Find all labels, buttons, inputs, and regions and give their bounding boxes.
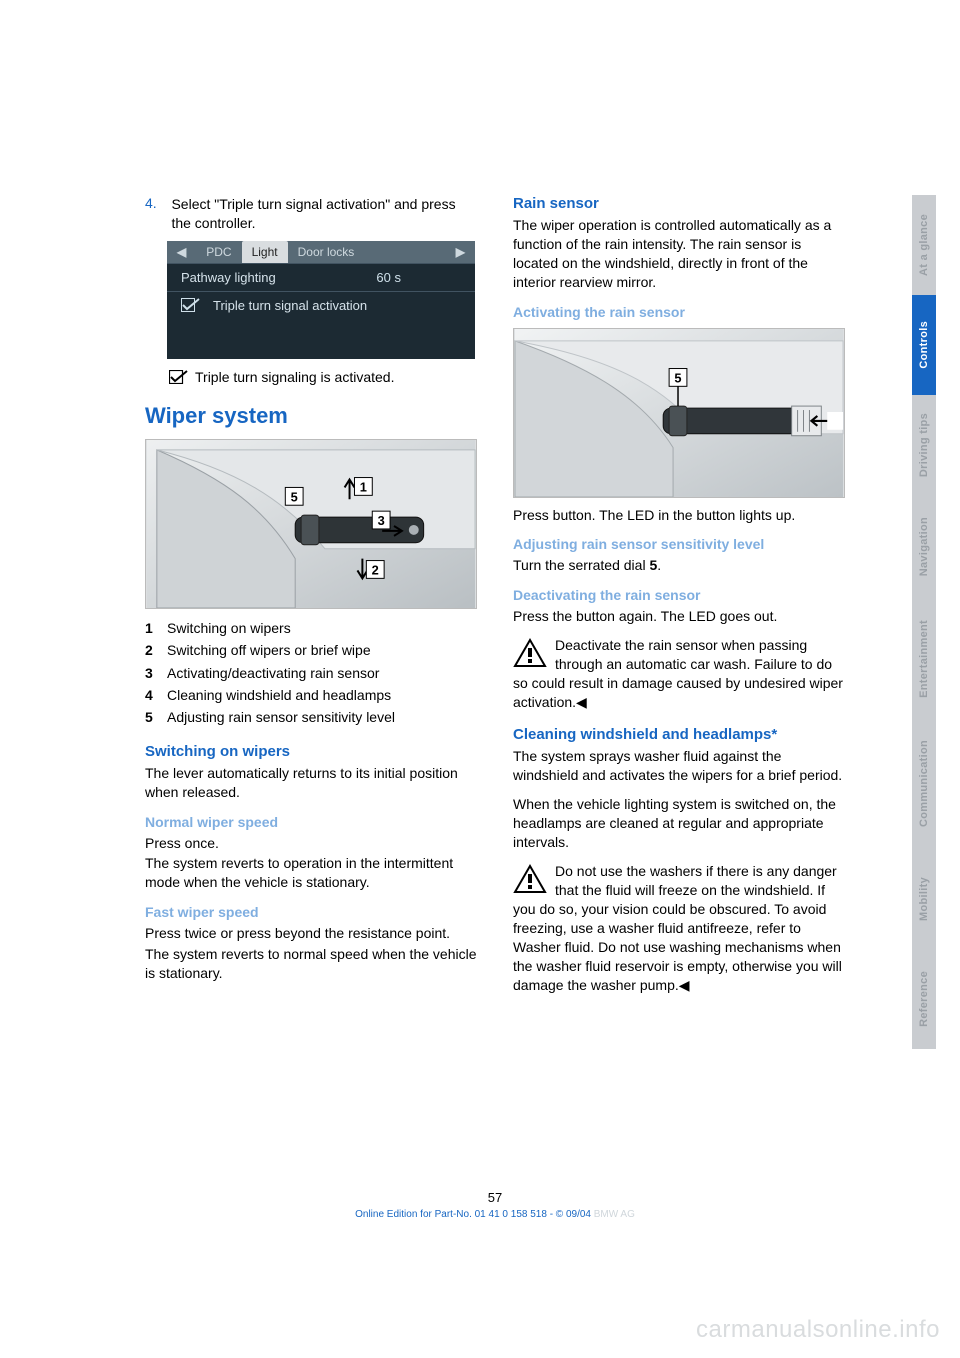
warning-1: Deactivate the rain sensor when passing …: [513, 636, 845, 712]
side-tab[interactable]: Entertainment: [912, 599, 936, 719]
legend-num-2: 2: [145, 639, 167, 661]
heading-normal-speed: Normal wiper speed: [145, 814, 477, 830]
checkbox-checked-icon: [181, 298, 201, 312]
p-press-button: Press button. The LED in the button ligh…: [513, 506, 845, 525]
tab-light: Light: [242, 241, 288, 263]
wiper-legend: 1Switching on wipers 2Switching off wipe…: [145, 617, 477, 729]
legend-num-4: 4: [145, 684, 167, 706]
tab-door-locks: Door locks: [288, 241, 365, 263]
page-content: 4. Select "Triple turn signal activation…: [145, 195, 845, 1005]
side-tab-label: Navigation: [918, 517, 930, 576]
checkbox-checked-icon: [169, 370, 189, 384]
legend-num-3: 3: [145, 662, 167, 684]
warning-2: Do not use the washers if there is any d…: [513, 862, 845, 995]
edition-text: Online Edition for Part-No. 01 41 0 158 …: [355, 1209, 594, 1220]
side-tab-label: Driving tips: [918, 413, 930, 477]
heading-deactivating: Deactivating the rain sensor: [513, 587, 845, 603]
figure-idrive-screen: ◀ PDC Light Door locks ▶ Pathway lightin…: [167, 241, 475, 359]
p-normal-2: The system reverts to operation in the i…: [145, 854, 477, 892]
warning-icon: [513, 864, 547, 894]
idrive-screen: ◀ PDC Light Door locks ▶ Pathway lightin…: [167, 241, 475, 359]
side-tab[interactable]: Navigation: [912, 495, 936, 599]
warning-1-text: Deactivate the rain sensor when passing …: [513, 637, 843, 710]
page-footer: 57 Online Edition for Part-No. 01 41 0 1…: [145, 1190, 845, 1220]
heading-wiper-system: Wiper system: [145, 403, 477, 429]
pathway-value: 60 s: [376, 270, 401, 285]
legend-num-5: 5: [145, 706, 167, 728]
side-tab[interactable]: Controls: [912, 295, 936, 395]
side-tab-label: Reference: [918, 971, 930, 1027]
page-number: 57: [145, 1190, 845, 1205]
wiper-stalk-diagram: 5 1 3 2: [145, 439, 477, 609]
pathway-label: Pathway lighting: [181, 270, 276, 285]
legend-1: Switching on wipers: [167, 620, 291, 636]
callout-1: 1: [360, 479, 367, 494]
heading-activating-rain: Activating the rain sensor: [513, 304, 845, 320]
p-switching-on: The lever automatically returns to its i…: [145, 764, 477, 802]
warning-2-body: Do not use the washers if there is any d…: [513, 863, 842, 993]
rain-sensor-diagram: 5: [513, 328, 845, 498]
heading-switching-on: Switching on wipers: [145, 743, 477, 760]
side-tab[interactable]: At a glance: [912, 195, 936, 295]
side-tab-label: Entertainment: [918, 620, 930, 698]
legend-4: Cleaning windshield and headlamps: [167, 687, 391, 703]
side-tab-label: At a glance: [918, 214, 930, 276]
screen-row-triple-turn: Triple turn signal activation: [167, 291, 475, 319]
heading-fast-speed: Fast wiper speed: [145, 904, 477, 920]
p-cleaning-2: When the vehicle lighting system is swit…: [513, 795, 845, 852]
tab-pdc: PDC: [196, 241, 241, 263]
side-tab-label: Mobility: [918, 877, 930, 921]
p-fast-1: Press twice or press beyond the resistan…: [145, 924, 477, 943]
figure-rain-sensor: 5: [513, 328, 845, 498]
edition-line: Online Edition for Part-No. 01 41 0 158 …: [145, 1209, 845, 1220]
callout-5: 5: [674, 370, 681, 385]
heading-rain-sensor: Rain sensor: [513, 195, 845, 212]
warning-icon: [513, 638, 547, 668]
warning-1-body: Deactivate the rain sensor when passing …: [513, 637, 843, 710]
legend-3: Activating/deactivating rain sensor: [167, 665, 379, 681]
side-tab[interactable]: Reference: [912, 949, 936, 1049]
edition-ghost: BMW AG: [594, 1209, 635, 1220]
callout-5: 5: [291, 489, 298, 504]
heading-cleaning: Cleaning windshield and headlamps*: [513, 726, 845, 743]
side-tab-label: Communication: [918, 740, 930, 827]
end-mark-icon: ◀: [679, 976, 690, 995]
side-tab[interactable]: Mobility: [912, 849, 936, 949]
triple-turn-label: Triple turn signal activation: [213, 298, 367, 313]
side-tab[interactable]: Communication: [912, 719, 936, 849]
p-rain-sensor: The wiper operation is controlled automa…: [513, 216, 845, 292]
step-text: Select "Triple turn signal activation" a…: [171, 195, 471, 233]
step-number: 4.: [145, 195, 167, 211]
legend-num-1: 1: [145, 617, 167, 639]
screen-tabs: ◀ PDC Light Door locks ▶: [167, 241, 475, 263]
activated-text: Triple turn signaling is activated.: [195, 369, 394, 385]
p-fast-2: The system reverts to normal speed when …: [145, 945, 477, 983]
tab-right-arrow-icon: ▶: [446, 241, 475, 263]
side-tab-label: Controls: [918, 321, 930, 369]
callout-3: 3: [378, 513, 385, 528]
p-normal-1: Press once.: [145, 834, 477, 853]
end-mark-icon: ◀: [576, 693, 587, 712]
watermark: carmanualsonline.info: [696, 1316, 940, 1344]
heading-adjusting: Adjusting rain sensor sensitivity level: [513, 536, 845, 552]
right-column: Rain sensor The wiper operation is contr…: [513, 195, 845, 1005]
legend-5: Adjusting rain sensor sensitivity level: [167, 709, 395, 725]
figure-wiper-stalk: 5 1 3 2: [145, 439, 477, 609]
left-column: 4. Select "Triple turn signal activation…: [145, 195, 477, 1005]
tab-left-arrow-icon: ◀: [167, 241, 196, 263]
warning-2-text: Do not use the washers if there is any d…: [513, 863, 842, 993]
callout-2: 2: [372, 562, 379, 577]
legend-2: Switching off wipers or brief wipe: [167, 642, 371, 658]
two-column-layout: 4. Select "Triple turn signal activation…: [145, 195, 845, 1005]
side-tab[interactable]: Driving tips: [912, 395, 936, 495]
p-cleaning-1: The system sprays washer fluid against t…: [513, 747, 845, 785]
p-adjusting: Turn the serrated dial 5.: [513, 556, 845, 575]
screen-row-pathway: Pathway lighting 60 s: [167, 263, 475, 291]
p-deactivating: Press the button again. The LED goes out…: [513, 607, 845, 626]
side-tabs: At a glance Controls Driving tips Navigatio…: [912, 195, 936, 1049]
step-4: 4. Select "Triple turn signal activation…: [145, 195, 477, 233]
activated-status-line: Triple turn signaling is activated.: [169, 369, 477, 385]
